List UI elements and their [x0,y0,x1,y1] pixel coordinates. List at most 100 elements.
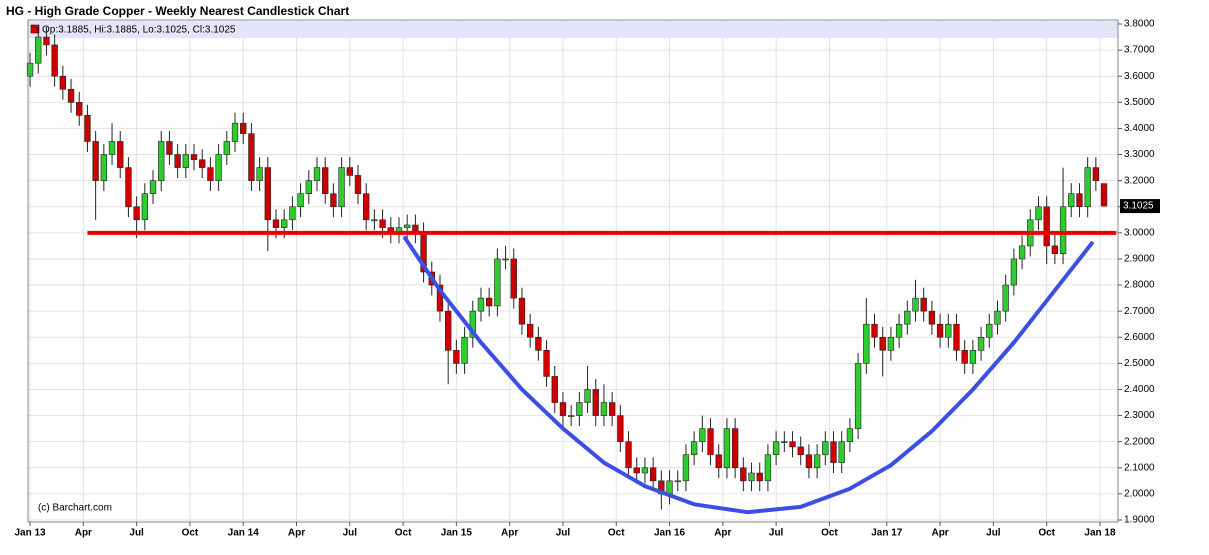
candle-body [723,428,731,469]
y-tick-label: 3.6000 [1124,71,1155,82]
y-tick-label: 2.0000 [1124,489,1155,500]
candle-body [322,167,329,194]
candle-body [149,180,157,194]
x-tick-label: Apr [288,528,305,539]
candle-body [289,206,296,221]
candle-body [576,402,583,416]
candle-body [535,336,542,351]
candle-body [945,323,952,338]
candle-body [1018,245,1026,260]
x-tick-label: Jan 15 [441,528,473,539]
candle-body [822,441,829,456]
candle-body [117,141,124,168]
candle-body [551,376,558,403]
candle-body [494,258,501,307]
candle-body [477,297,485,312]
candle-body [67,88,75,103]
x-tick-label: Apr [75,528,92,539]
candle-body [43,36,50,46]
candle-body [518,297,526,325]
candle-body [92,141,99,181]
candle-body [1092,167,1100,181]
candle-body [190,154,198,161]
candle-body [174,154,181,168]
chart-title: HG - High Grade Copper - Weekly Nearest … [6,4,349,18]
candle-body [1043,206,1050,247]
candle-body [969,350,977,364]
x-tick-label: Jan 16 [654,528,686,539]
candle-body [338,167,345,208]
candle-body [445,310,452,351]
candle-body [453,350,460,364]
candle-body [1068,193,1075,208]
candle-body [281,219,288,228]
candle-body [863,323,870,364]
candle-body [756,472,763,482]
candle-body [838,441,845,463]
candle-body [469,310,476,338]
y-tick-label: 2.5000 [1124,358,1155,369]
candle-body [158,141,165,181]
x-tick-label: Jul [343,528,358,539]
x-tick-label: Oct [1038,528,1055,539]
candle-body [904,310,911,325]
y-tick-label: 2.1000 [1124,462,1155,473]
x-tick-label: Oct [182,528,199,539]
y-tick-label: 3.0000 [1124,227,1155,238]
candle-body [813,454,821,469]
candle-body [256,167,263,181]
candle-body [1076,193,1083,208]
x-tick-label: Jul [769,528,784,539]
x-tick-label: Apr [931,528,948,539]
candle-body [797,446,804,456]
candle-body [125,167,132,208]
y-tick-label: 3.8000 [1124,19,1155,30]
candle-body [772,441,780,456]
x-tick-label: Jan 14 [228,528,260,539]
candle-body [699,428,706,442]
x-tick-label: Jan 18 [1084,528,1116,539]
x-tick-label: Oct [608,528,625,539]
candle-body [600,402,608,416]
candle-body [379,219,386,228]
candle-body [715,454,722,469]
candle-body [961,350,968,364]
candle-body [404,224,411,228]
candle-body [920,297,927,312]
candle-body [649,467,657,482]
candle-body [1059,206,1067,255]
candle-body [928,310,936,325]
candle-body [731,428,739,469]
candle-body [674,480,681,483]
candle-body [740,467,747,482]
y-tick-label: 2.6000 [1124,332,1155,343]
candle-body [592,389,599,416]
y-tick-label: 3.2000 [1124,175,1155,186]
candle-body [994,310,1001,325]
y-tick-label: 2.3000 [1124,410,1155,421]
y-tick-label: 1.9000 [1124,515,1155,526]
candle-body [363,193,370,221]
candle-body [199,159,206,168]
x-tick-label: Apr [501,528,518,539]
info-text: Op:3.1885, Hi:3.1885, Lo:3.1025, Cl:3.10… [42,25,236,36]
candle-body [846,428,854,442]
candle-body [608,402,616,416]
candle-body [690,441,698,456]
candle-body [51,44,58,77]
y-tick-label: 2.4000 [1124,384,1155,395]
last-price-label: 3.1025 [1123,201,1154,212]
candle-body [141,193,148,221]
candle-body [682,454,690,482]
candle-body [986,323,993,338]
x-tick-label: Jul [556,528,571,539]
candle-body [35,36,42,64]
candle-body [133,206,140,221]
candle-body [764,454,772,482]
candle-body [543,350,550,377]
candle-body [59,75,67,90]
candle-body [879,336,886,351]
candle-body [346,167,353,176]
